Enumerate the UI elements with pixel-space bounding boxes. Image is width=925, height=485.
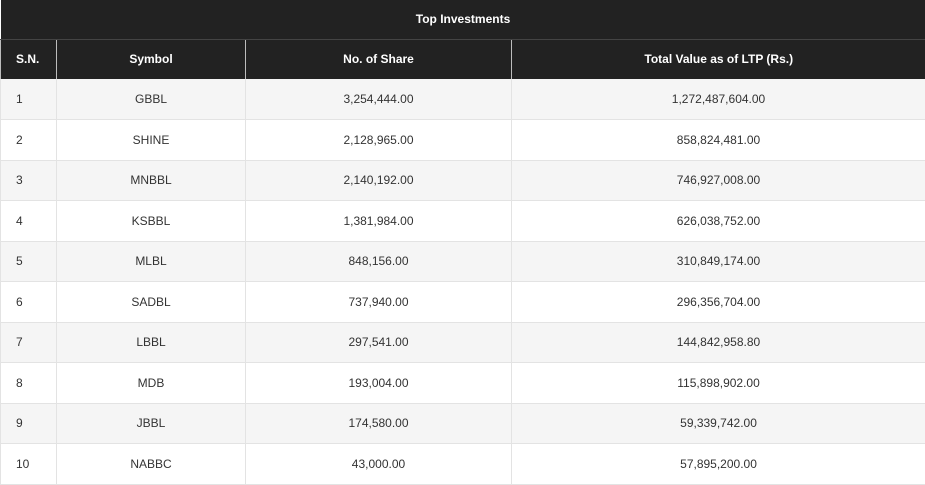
cell-symbol: MNBBL	[56, 160, 246, 201]
table-row: 7 LBBL 297,541.00 144,842,958.80	[0, 322, 925, 363]
cell-total-value: 626,038,752.00	[510, 200, 925, 242]
table-title-row: Top Investments	[0, 0, 925, 40]
header-no-of-share: No. of Share	[245, 39, 512, 79]
cell-total-value: 144,842,958.80	[510, 322, 925, 363]
cell-sn: 8	[0, 362, 57, 404]
cell-sn: 5	[0, 241, 57, 282]
cell-total-value: 115,898,902.00	[510, 362, 925, 404]
cell-symbol: KSBBL	[56, 200, 246, 242]
cell-shares: 737,940.00	[245, 281, 512, 323]
cell-symbol: GBBL	[56, 79, 246, 120]
cell-sn: 10	[0, 443, 57, 485]
cell-shares: 43,000.00	[245, 443, 512, 485]
cell-total-value: 296,356,704.00	[510, 281, 925, 323]
cell-shares: 2,128,965.00	[245, 119, 512, 161]
cell-total-value: 57,895,200.00	[510, 443, 925, 485]
cell-shares: 297,541.00	[245, 322, 512, 363]
cell-sn: 3	[0, 160, 57, 201]
header-total-value: Total Value as of LTP (Rs.)	[510, 39, 925, 79]
cell-sn: 2	[0, 119, 57, 161]
cell-total-value: 858,824,481.00	[510, 119, 925, 161]
cell-sn: 4	[0, 200, 57, 242]
cell-shares: 174,580.00	[245, 403, 512, 444]
cell-shares: 848,156.00	[245, 241, 512, 282]
table-row: 4 KSBBL 1,381,984.00 626,038,752.00	[0, 200, 925, 242]
table-row: 6 SADBL 737,940.00 296,356,704.00	[0, 281, 925, 323]
table-row: 2 SHINE 2,128,965.00 858,824,481.00	[0, 119, 925, 161]
cell-symbol: MDB	[56, 362, 246, 404]
cell-total-value: 59,339,742.00	[510, 403, 925, 444]
cell-symbol: JBBL	[56, 403, 246, 444]
cell-sn: 9	[0, 403, 57, 444]
cell-symbol: NABBC	[56, 443, 246, 485]
cell-sn: 6	[0, 281, 57, 323]
cell-symbol: LBBL	[56, 322, 246, 363]
table-row: 10 NABBC 43,000.00 57,895,200.00	[0, 443, 925, 485]
cell-total-value: 746,927,008.00	[510, 160, 925, 201]
cell-shares: 1,381,984.00	[245, 200, 512, 242]
cell-shares: 3,254,444.00	[245, 79, 512, 120]
cell-symbol: SADBL	[56, 281, 246, 323]
table-row: 3 MNBBL 2,140,192.00 746,927,008.00	[0, 160, 925, 201]
table-title: Top Investments	[0, 0, 925, 40]
cell-shares: 2,140,192.00	[245, 160, 512, 201]
header-symbol: Symbol	[56, 39, 246, 79]
table-row: 9 JBBL 174,580.00 59,339,742.00	[0, 403, 925, 444]
cell-sn: 7	[0, 322, 57, 363]
header-sn: S.N.	[0, 39, 57, 79]
table-row: 5 MLBL 848,156.00 310,849,174.00	[0, 241, 925, 282]
cell-total-value: 1,272,487,604.00	[510, 79, 925, 120]
cell-symbol: SHINE	[56, 119, 246, 161]
table-header-row: S.N. Symbol No. of Share Total Value as …	[0, 39, 925, 79]
table-row: 1 GBBL 3,254,444.00 1,272,487,604.00	[0, 79, 925, 120]
cell-symbol: MLBL	[56, 241, 246, 282]
cell-total-value: 310,849,174.00	[510, 241, 925, 282]
table-row: 8 MDB 193,004.00 115,898,902.00	[0, 362, 925, 404]
cell-sn: 1	[0, 79, 57, 120]
cell-shares: 193,004.00	[245, 362, 512, 404]
